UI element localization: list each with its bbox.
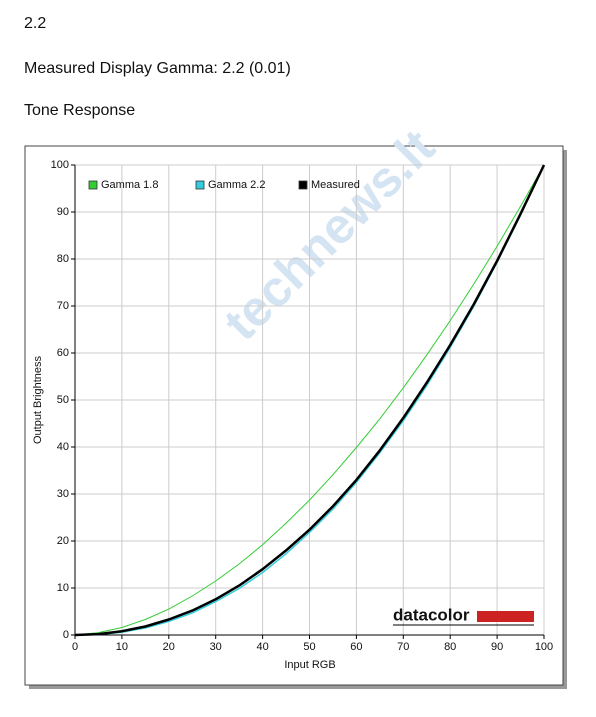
y-tick-label: 30: [57, 488, 69, 500]
x-tick-label: 0: [72, 641, 78, 653]
x-axis-label: Input RGB: [284, 659, 335, 671]
logo: datacolor: [393, 605, 470, 624]
x-tick-label: 80: [444, 641, 456, 653]
y-tick-label: 20: [57, 535, 69, 547]
legend-swatch: [195, 180, 205, 190]
y-tick-label: 50: [57, 394, 69, 406]
logo-bar: [477, 611, 534, 622]
y-tick-label: 70: [57, 300, 69, 312]
measured-gamma: Measured Display Gamma: 2.2 (0.01): [24, 60, 291, 77]
y-tick-label: 40: [57, 441, 69, 453]
chart-frame: [24, 145, 564, 686]
x-tick-label: 30: [210, 641, 222, 653]
x-tick-label: 50: [303, 641, 315, 653]
legend-label: Gamma 1.8: [101, 179, 158, 191]
heading: 2.2: [24, 15, 47, 32]
y-axis-label: Output Brightness: [32, 355, 44, 444]
x-tick-label: 70: [397, 641, 409, 653]
y-tick-label: 90: [57, 206, 69, 218]
legend-label: Measured: [311, 179, 360, 191]
legend-label: Gamma 2.2: [208, 179, 265, 191]
x-tick-label: 10: [116, 641, 128, 653]
x-tick-label: 40: [256, 641, 268, 653]
x-tick-label: 20: [163, 641, 175, 653]
legend-swatch: [298, 180, 308, 190]
y-tick-label: 60: [57, 347, 69, 359]
x-tick-label: 90: [491, 641, 503, 653]
x-tick-label: 100: [535, 641, 553, 653]
y-tick-label: 100: [51, 159, 69, 171]
section-title: Tone Response: [24, 102, 136, 119]
y-tick-label: 0: [63, 629, 69, 641]
legend-swatch: [88, 180, 98, 190]
series-line: [74, 164, 546, 637]
y-tick-label: 80: [57, 253, 69, 265]
y-tick-label: 10: [57, 582, 69, 594]
series-line: [74, 164, 545, 636]
x-tick-label: 60: [350, 641, 362, 653]
